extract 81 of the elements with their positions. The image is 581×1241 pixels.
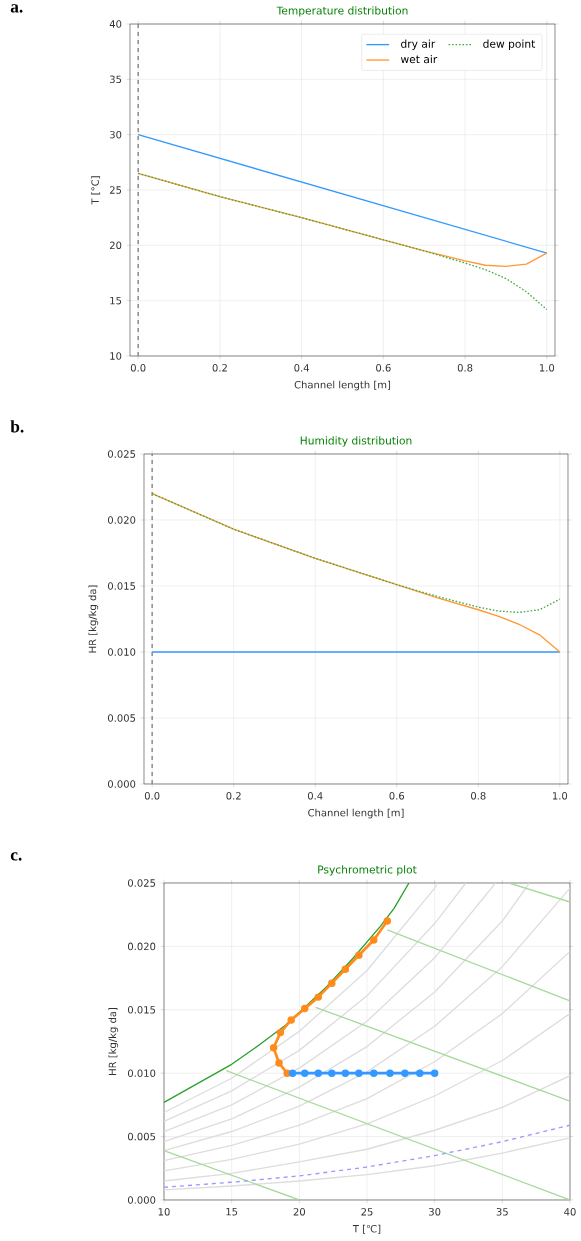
- y-tick-label: 0.025: [128, 879, 156, 887]
- chart-title: Psychrometric plot: [318, 865, 417, 876]
- point: [370, 936, 378, 944]
- y-tick-label: 0.015: [128, 1006, 156, 1014]
- y-tick-label: 0.000: [108, 780, 136, 788]
- point: [355, 1069, 363, 1077]
- y-tick-label: 35: [110, 75, 122, 84]
- y-tick-label: 0.010: [108, 648, 136, 656]
- y-tick-label: 15: [110, 296, 122, 305]
- point: [431, 1069, 439, 1077]
- legend-label: wet air: [401, 55, 438, 64]
- point: [386, 1069, 394, 1077]
- point: [341, 965, 350, 973]
- x-tick-label: 0.4: [308, 792, 323, 800]
- legend-label: dry air: [401, 39, 436, 50]
- y-tick-label: 40: [109, 20, 122, 28]
- y-axis-title: T [°C]: [91, 176, 101, 205]
- point: [301, 1004, 309, 1013]
- y-tick-label: 0.005: [128, 1132, 156, 1141]
- x-tick-label: 15: [226, 1208, 238, 1216]
- x-tick-label: 10: [158, 1208, 170, 1216]
- point: [276, 1028, 285, 1037]
- point: [328, 1069, 336, 1077]
- line-series: [164, 1124, 571, 1188]
- chart-title: Temperature distribution: [276, 6, 408, 17]
- y-tick-label: 0.010: [128, 1069, 156, 1077]
- y-tick-label: 25: [110, 186, 122, 194]
- x-tick-label: 35: [496, 1208, 508, 1216]
- point: [355, 951, 363, 960]
- x-tick-label: 25: [361, 1208, 373, 1216]
- x-tick-label: 20: [293, 1208, 306, 1216]
- point: [370, 1069, 378, 1077]
- y-tick-label: 0.000: [128, 1196, 156, 1204]
- y-tick-label: 30: [110, 130, 122, 139]
- text: b.: [10, 420, 24, 433]
- x-tick-label: 0.8: [457, 364, 473, 372]
- y-tick-label: 20: [110, 241, 122, 250]
- point: [416, 1069, 424, 1077]
- x-tick-label: 30: [429, 1208, 441, 1216]
- y-tick-label: 0.020: [108, 516, 136, 524]
- x-tick-label: 0.4: [294, 364, 310, 372]
- point: [328, 979, 336, 987]
- point: [383, 917, 392, 925]
- y-axis-title: HR [kg/kg da]: [88, 585, 99, 653]
- y-tick-label: 0.015: [108, 582, 136, 590]
- line-series: [151, 492, 561, 653]
- x-axis-title: Channel length [m]: [308, 808, 404, 819]
- text: c.: [10, 852, 22, 861]
- point: [314, 993, 323, 1001]
- y-axis-title: HR [kg/kg da]: [108, 1007, 119, 1075]
- point: [269, 1044, 278, 1052]
- line-series: [151, 492, 561, 614]
- point: [401, 1069, 409, 1077]
- x-axis-title: T [℃]: [352, 1224, 381, 1234]
- x-tick-label: 0.6: [389, 792, 405, 800]
- line-series: [137, 172, 548, 311]
- x-tick-label: 40: [564, 1208, 576, 1216]
- x-tick-label: 1.0: [553, 792, 568, 800]
- x-axis-title: Channel length [m]: [294, 380, 391, 391]
- point: [341, 1069, 350, 1077]
- point: [287, 1016, 296, 1024]
- y-tick-label: 0.005: [108, 714, 136, 722]
- point: [301, 1069, 309, 1077]
- x-tick-label: 0.8: [471, 792, 486, 800]
- x-tick-label: 1.0: [540, 364, 555, 372]
- line-series: [137, 172, 548, 268]
- x-tick-label: 0.2: [212, 364, 227, 372]
- point: [314, 1069, 323, 1077]
- text: a.: [10, 4, 23, 13]
- y-tick-label: 10: [110, 352, 122, 360]
- x-tick-label: 0.2: [226, 792, 241, 800]
- x-tick-label: 0.6: [376, 364, 391, 372]
- chart-title: Humidity distribution: [300, 436, 412, 447]
- legend-label: dew point: [483, 39, 536, 50]
- x-tick-label: 0.0: [144, 792, 160, 800]
- y-tick-label: 0.020: [128, 942, 156, 951]
- point: [275, 1059, 283, 1067]
- y-tick-label: 0.025: [108, 450, 136, 458]
- point: [288, 1069, 297, 1077]
- x-tick-label: 0.0: [130, 364, 146, 372]
- point: [283, 1069, 291, 1077]
